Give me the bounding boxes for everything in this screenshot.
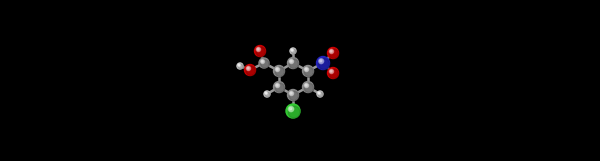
Circle shape (246, 66, 256, 76)
Circle shape (286, 104, 300, 118)
Circle shape (317, 92, 323, 97)
Circle shape (265, 92, 268, 94)
Circle shape (319, 93, 320, 94)
Circle shape (292, 49, 293, 51)
Circle shape (329, 49, 338, 58)
Circle shape (302, 66, 314, 76)
Circle shape (319, 58, 329, 70)
Circle shape (276, 84, 278, 86)
Circle shape (256, 47, 266, 57)
Circle shape (317, 57, 329, 70)
Circle shape (264, 91, 270, 97)
Circle shape (290, 108, 292, 110)
Circle shape (274, 81, 284, 93)
Circle shape (289, 59, 299, 69)
Circle shape (317, 58, 330, 70)
Circle shape (256, 47, 265, 57)
Circle shape (289, 59, 299, 68)
Circle shape (237, 63, 243, 69)
Circle shape (320, 60, 322, 62)
Circle shape (265, 93, 266, 94)
Circle shape (290, 48, 296, 54)
Circle shape (287, 90, 299, 100)
Circle shape (319, 59, 323, 64)
Circle shape (262, 61, 263, 62)
Circle shape (328, 69, 339, 79)
Circle shape (291, 49, 296, 54)
Circle shape (245, 66, 256, 76)
Circle shape (260, 60, 269, 68)
Circle shape (318, 92, 323, 97)
Circle shape (275, 83, 284, 93)
Circle shape (290, 92, 292, 94)
Circle shape (257, 48, 259, 50)
Circle shape (305, 68, 307, 70)
Circle shape (328, 47, 338, 58)
Circle shape (289, 106, 294, 112)
Circle shape (274, 67, 285, 77)
Circle shape (275, 67, 284, 76)
Circle shape (289, 91, 293, 95)
Circle shape (317, 91, 323, 97)
Circle shape (259, 58, 269, 68)
Circle shape (329, 49, 334, 54)
Circle shape (290, 49, 296, 54)
Circle shape (329, 69, 338, 79)
Circle shape (238, 64, 243, 69)
Circle shape (265, 92, 270, 97)
Circle shape (330, 50, 332, 52)
Circle shape (305, 84, 307, 86)
Circle shape (274, 66, 284, 76)
Circle shape (329, 69, 334, 74)
Circle shape (304, 83, 314, 93)
Circle shape (304, 83, 314, 93)
Circle shape (260, 59, 269, 68)
Circle shape (274, 83, 285, 93)
Circle shape (238, 64, 240, 66)
Circle shape (291, 49, 293, 51)
Circle shape (245, 65, 256, 76)
Circle shape (238, 64, 243, 69)
Circle shape (328, 67, 338, 79)
Circle shape (276, 68, 278, 70)
Circle shape (254, 46, 265, 57)
Circle shape (330, 70, 332, 72)
Circle shape (289, 59, 293, 64)
Circle shape (328, 49, 339, 59)
Circle shape (304, 83, 308, 88)
Circle shape (304, 67, 314, 76)
Circle shape (261, 60, 265, 63)
Circle shape (288, 106, 300, 118)
Circle shape (289, 91, 299, 100)
Circle shape (287, 57, 299, 68)
Circle shape (290, 60, 292, 62)
Circle shape (289, 91, 299, 101)
Circle shape (304, 67, 308, 71)
Circle shape (287, 105, 301, 119)
Circle shape (318, 92, 320, 94)
Circle shape (275, 83, 280, 88)
Circle shape (247, 66, 251, 71)
Circle shape (247, 67, 249, 69)
Circle shape (302, 81, 314, 93)
Circle shape (256, 47, 260, 52)
Circle shape (275, 67, 280, 71)
Circle shape (304, 67, 314, 77)
Circle shape (265, 92, 270, 97)
